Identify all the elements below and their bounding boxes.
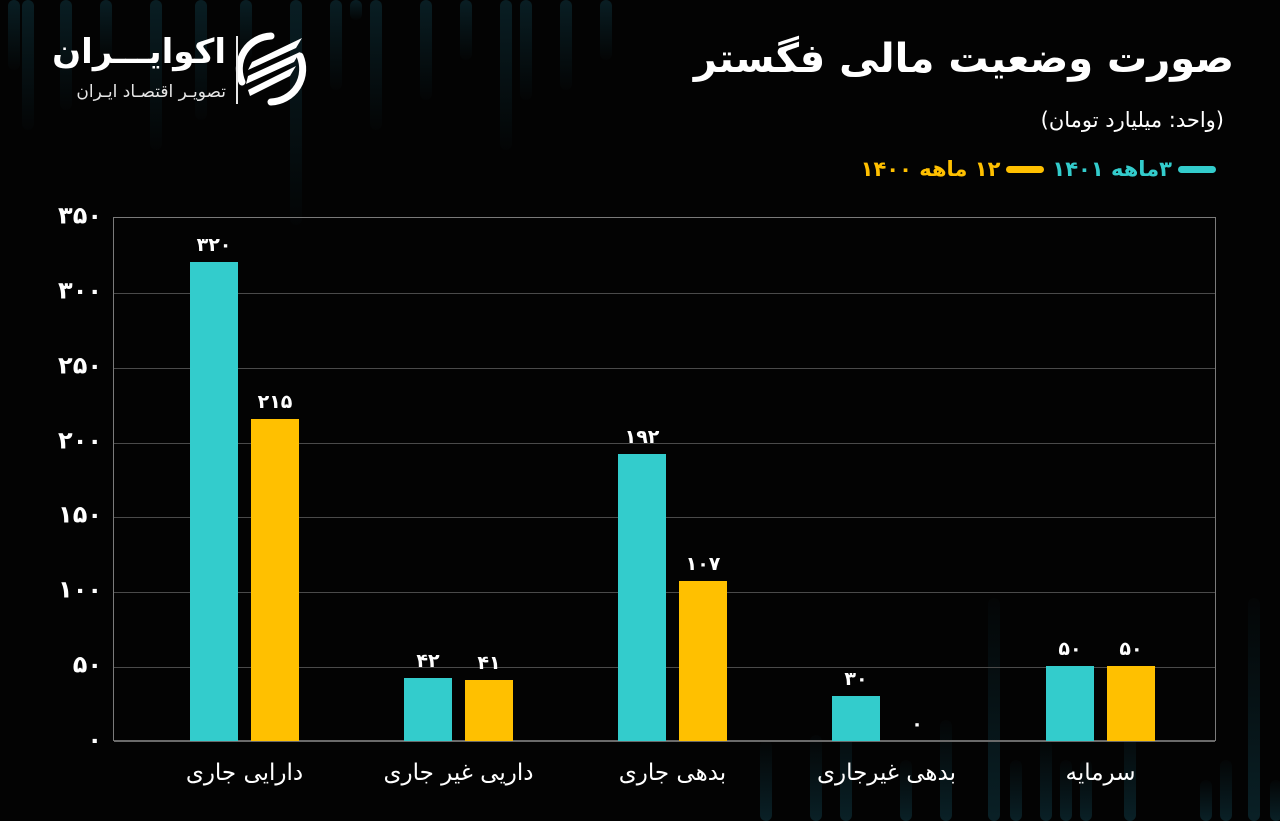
- decor-bar: [60, 0, 72, 110]
- decor-bar: [8, 0, 20, 70]
- decor-bar: [460, 0, 472, 60]
- bar-series1: [618, 453, 666, 741]
- plot-area: [113, 217, 1216, 742]
- decor-bar: [370, 0, 382, 130]
- bar-value-label: ۳۲۰: [196, 233, 232, 256]
- decor-bar: [330, 0, 342, 90]
- bar-value-label: ۱۹۲: [624, 425, 660, 448]
- decor-bar: [420, 0, 432, 100]
- bar-series1: [832, 696, 880, 741]
- decor-bar: [988, 598, 1000, 821]
- bar-series2: [465, 679, 513, 741]
- y-tick-label: ۱۰۰: [58, 575, 102, 604]
- y-tick-label: ۰: [87, 725, 102, 754]
- decor-bar: [1080, 760, 1092, 821]
- y-tick-label: ۱۵۰: [58, 501, 102, 530]
- decor-bar: [150, 0, 162, 150]
- x-axis-baseline: [114, 740, 1215, 742]
- legend-item-12m-1400: ۱۲ ماهه ۱۴۰۰: [861, 157, 1045, 181]
- logo-divider: [236, 36, 238, 104]
- chart-unit: (واحد: میلیارد تومان): [1040, 108, 1224, 132]
- y-tick-label: ۳۰۰: [58, 276, 102, 305]
- bar-series1: [404, 678, 452, 741]
- legend-swatch-gold: [1006, 165, 1045, 173]
- bar-series2: [679, 580, 727, 741]
- brand-name: اکوایـــران: [52, 32, 226, 72]
- decor-bar: [600, 0, 612, 60]
- bar-value-label: ۴۲: [416, 650, 440, 673]
- brand-mark-icon: [235, 32, 307, 106]
- bar-series2: [251, 419, 299, 741]
- legend-swatch-teal: [1178, 165, 1216, 173]
- chart-legend: ۳ماهه ۱۴۰۱ ۱۲ ماهه ۱۴۰۰: [861, 152, 1216, 186]
- decor-bar: [1010, 760, 1022, 821]
- bar-value-label: ۱۰۷: [685, 552, 721, 575]
- x-category-label: داریی غیر جاری: [383, 760, 534, 786]
- chart-title: صورت وضعیت مالی فگستر: [693, 36, 1234, 82]
- decor-bar: [100, 0, 112, 60]
- y-tick-label: ۳۵۰: [58, 201, 102, 230]
- decor-bar: [940, 720, 952, 821]
- bar-value-label: ۵۰: [1058, 638, 1082, 661]
- bar-series1: [1046, 666, 1094, 741]
- decor-bar: [1060, 760, 1072, 821]
- bar-value-label: ۴۱: [477, 651, 501, 674]
- brand-tagline: تصویـر اقتصـاد ایـران: [76, 82, 226, 102]
- decor-bar: [1248, 598, 1260, 821]
- bar-value-label: ۲۱۵: [257, 391, 293, 414]
- decor-bar: [1220, 760, 1232, 821]
- y-tick-label: ۵۰: [72, 650, 102, 679]
- gridline: [114, 442, 1215, 444]
- decor-bar: [195, 0, 207, 120]
- gridline: [114, 292, 1215, 294]
- legend-label: ۳ماهه ۱۴۰۱: [1052, 157, 1172, 181]
- x-category-label: دارایی جاری: [185, 760, 304, 786]
- bar-value-label: ۳۰: [844, 668, 868, 691]
- decor-bar: [560, 0, 572, 90]
- decor-bar: [900, 760, 912, 821]
- x-category-label: بدهی غیرجاری: [816, 760, 957, 786]
- brand-logo: اکوایـــران تصویـر اقتصـاد ایـران: [50, 32, 312, 108]
- bar-series2: [1107, 666, 1155, 741]
- decor-bar: [1040, 740, 1052, 821]
- x-category-label: سرمایه: [1065, 760, 1136, 786]
- decor-bar: [810, 735, 822, 821]
- gridline: [114, 367, 1215, 369]
- y-tick-label: ۲۵۰: [58, 351, 102, 380]
- decor-bar: [500, 0, 512, 150]
- decor-bar: [350, 0, 362, 20]
- decor-bar: [1200, 780, 1212, 821]
- y-tick-label: ۲۰۰: [58, 426, 102, 455]
- x-category-label: بدهی جاری: [618, 760, 727, 786]
- legend-item-3m-1401: ۳ماهه ۱۴۰۱: [1052, 157, 1216, 181]
- bar-value-label: ۵۰: [1119, 638, 1143, 661]
- decor-bar: [22, 0, 34, 130]
- bar-value-label: ۰: [911, 713, 923, 735]
- decor-bar: [760, 740, 772, 821]
- legend-label: ۱۲ ماهه ۱۴۰۰: [860, 157, 1001, 181]
- bar-series1: [190, 261, 238, 741]
- decor-bar: [520, 0, 532, 100]
- decor-bar: [1270, 780, 1280, 821]
- decor-bar: [1124, 720, 1136, 821]
